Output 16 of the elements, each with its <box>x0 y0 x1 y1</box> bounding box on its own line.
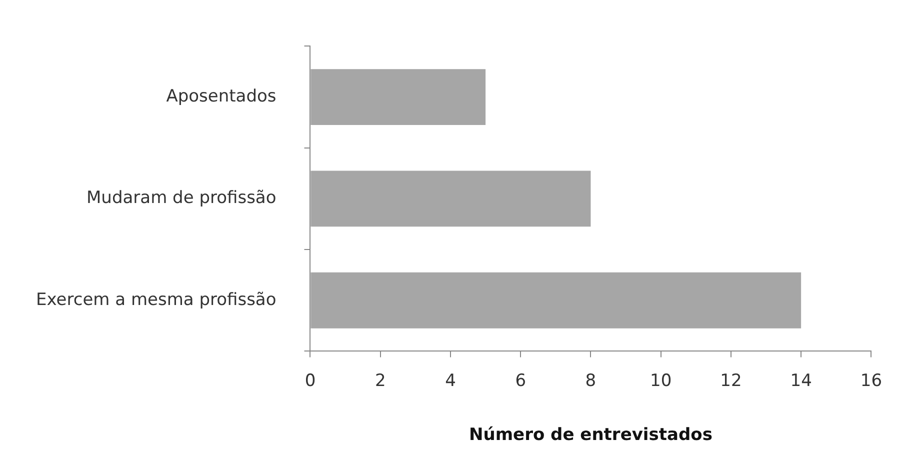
y-tick-label: Aposentados <box>166 86 276 106</box>
bar <box>310 69 486 125</box>
y-tick-label: Exercem a mesma profissão <box>36 290 276 310</box>
x-tick-label: 16 <box>860 370 882 391</box>
x-tick-label: 2 <box>374 370 386 391</box>
x-tick-label: 10 <box>650 370 672 391</box>
x-tick-label: 4 <box>445 370 456 391</box>
x-axis-title: Número de entrevistados <box>469 425 712 446</box>
x-tick-label: 0 <box>304 370 316 391</box>
y-tick-label: Mudaram de profissão <box>86 188 276 208</box>
x-tick-label: 14 <box>790 370 812 391</box>
x-tick-label: 12 <box>720 370 742 391</box>
x-tick-label: 6 <box>515 370 526 391</box>
x-tick-label: 8 <box>585 370 596 391</box>
bar <box>310 272 802 328</box>
bar <box>310 170 591 227</box>
